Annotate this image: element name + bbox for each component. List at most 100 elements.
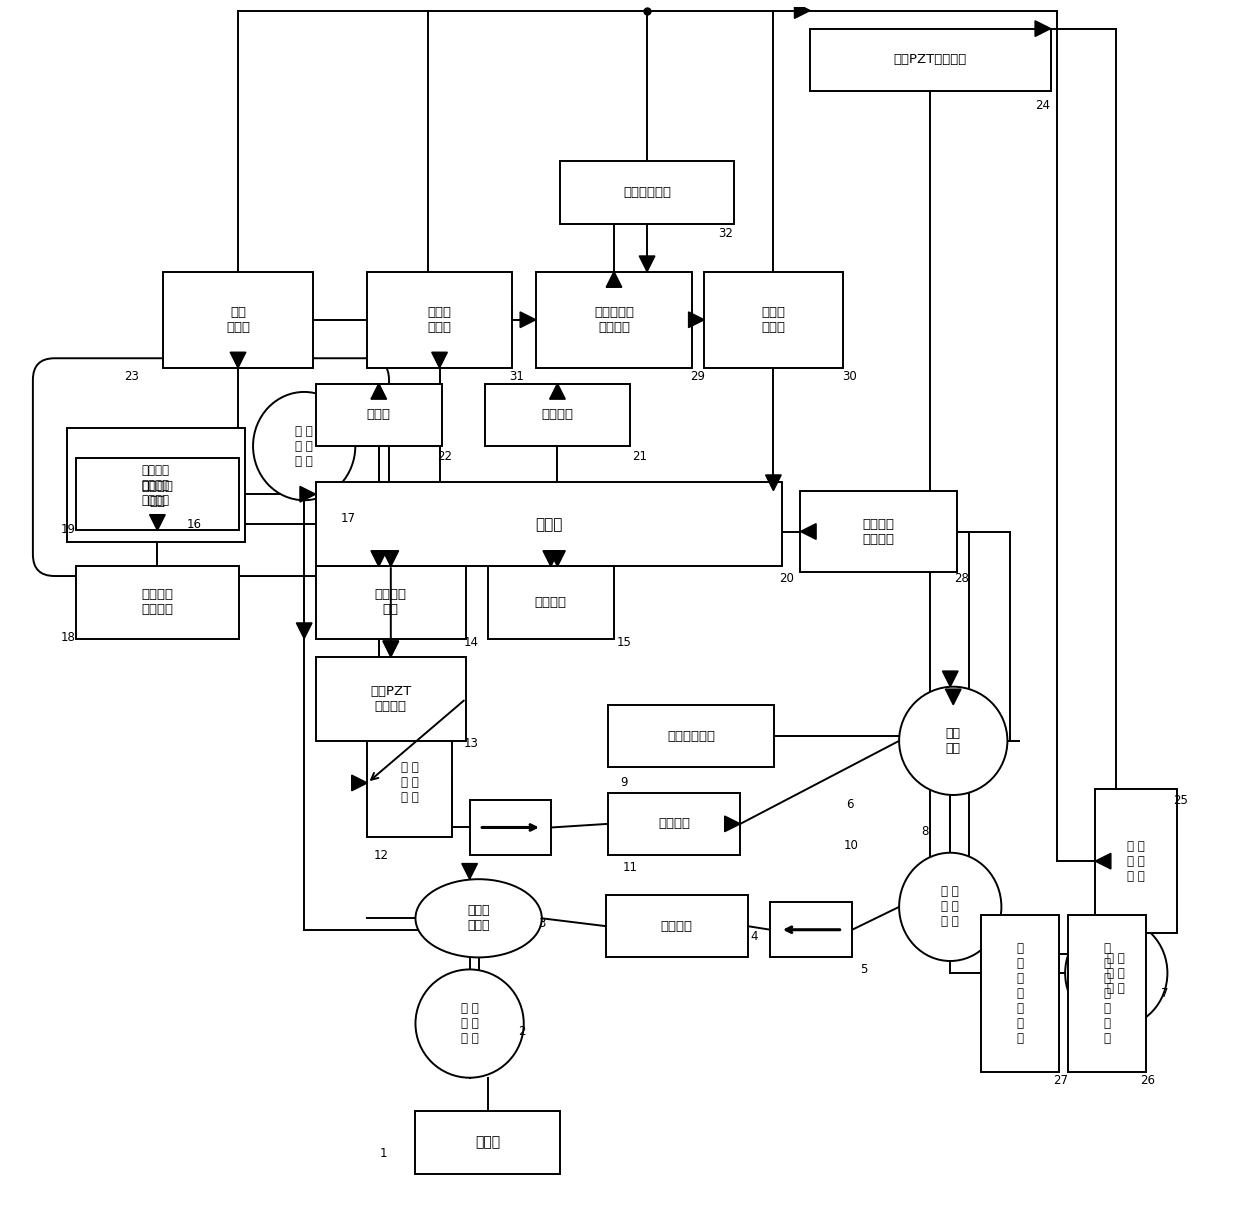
- Text: 光环
行器: 光环 行器: [946, 727, 961, 755]
- Polygon shape: [640, 256, 655, 271]
- Text: 19: 19: [61, 522, 76, 535]
- FancyBboxPatch shape: [485, 383, 630, 447]
- Text: 布拉格光栅组: 布拉格光栅组: [667, 729, 715, 742]
- FancyBboxPatch shape: [704, 271, 842, 368]
- Text: 输入按键: 输入按键: [534, 596, 567, 608]
- Polygon shape: [688, 312, 704, 327]
- Text: 电 第
陶 一
瓷 压: 电 第 陶 一 瓷 压: [401, 762, 418, 804]
- FancyBboxPatch shape: [801, 490, 957, 572]
- Text: 3: 3: [538, 918, 546, 930]
- Text: 显示屏: 显示屏: [367, 408, 391, 421]
- Polygon shape: [606, 271, 621, 287]
- Text: 光波分
复用器: 光波分 复用器: [467, 904, 490, 932]
- Text: 27: 27: [1053, 1073, 1068, 1087]
- Polygon shape: [432, 352, 448, 368]
- Text: 第
二
法
拉
旋
转
镜: 第 二 法 拉 旋 转 镜: [1017, 942, 1023, 1045]
- Text: 16: 16: [187, 517, 202, 531]
- Polygon shape: [549, 383, 565, 399]
- FancyBboxPatch shape: [1095, 789, 1177, 933]
- Polygon shape: [724, 817, 740, 831]
- FancyBboxPatch shape: [536, 271, 692, 368]
- Polygon shape: [520, 312, 536, 327]
- Polygon shape: [801, 523, 816, 539]
- FancyBboxPatch shape: [470, 800, 552, 856]
- Text: 函数变
换电路: 函数变 换电路: [761, 305, 785, 333]
- Text: 12: 12: [373, 848, 388, 862]
- Text: 13: 13: [464, 736, 479, 750]
- FancyBboxPatch shape: [810, 29, 1050, 91]
- Polygon shape: [150, 515, 165, 531]
- Text: 自适应幅度
归一电路: 自适应幅度 归一电路: [594, 305, 634, 333]
- Text: 11: 11: [622, 860, 637, 874]
- FancyBboxPatch shape: [67, 428, 244, 543]
- FancyBboxPatch shape: [76, 458, 238, 531]
- FancyBboxPatch shape: [770, 902, 852, 958]
- Text: 光滤波器: 光滤波器: [658, 818, 691, 830]
- Text: 单片机: 单片机: [536, 517, 563, 532]
- Polygon shape: [352, 775, 367, 791]
- Text: 串口通信: 串口通信: [542, 408, 573, 421]
- Ellipse shape: [899, 853, 1002, 961]
- Text: 32: 32: [719, 226, 734, 240]
- Polygon shape: [371, 551, 387, 566]
- FancyBboxPatch shape: [367, 729, 451, 837]
- Text: 相位比
较电路: 相位比 较电路: [428, 305, 451, 333]
- Text: 耦 第
合 四
器 光: 耦 第 合 四 器 光: [1107, 952, 1125, 994]
- Text: 10: 10: [843, 839, 858, 852]
- FancyBboxPatch shape: [316, 482, 782, 566]
- Text: 耦 第
合 三
器 光: 耦 第 合 三 器 光: [941, 886, 959, 929]
- Text: 模数转换
电路: 模数转换 电路: [141, 481, 174, 509]
- Text: 25: 25: [1173, 795, 1188, 808]
- Text: 耦 第
合 一
器 光: 耦 第 合 一 器 光: [461, 1002, 479, 1045]
- Text: 8: 8: [921, 825, 929, 837]
- Text: 耦 第
合 二
器 光: 耦 第 合 二 器 光: [295, 425, 312, 467]
- Text: 2: 2: [518, 1026, 526, 1038]
- Text: 17: 17: [341, 512, 356, 525]
- Text: 第二PZT驱动电路: 第二PZT驱动电路: [894, 54, 967, 67]
- Text: 数模转换
电路: 数模转换 电路: [374, 589, 407, 617]
- Polygon shape: [383, 641, 398, 657]
- Polygon shape: [942, 671, 959, 686]
- Text: 14: 14: [464, 635, 479, 649]
- Text: 第一光电
转换电路: 第一光电 转换电路: [141, 589, 174, 617]
- Ellipse shape: [1065, 919, 1167, 1027]
- Text: 5: 5: [861, 963, 868, 976]
- Polygon shape: [1095, 853, 1111, 869]
- Ellipse shape: [899, 686, 1007, 795]
- FancyBboxPatch shape: [608, 705, 774, 767]
- FancyBboxPatch shape: [162, 271, 314, 368]
- Text: 电 第
陶 二
瓷 压: 电 第 陶 二 瓷 压: [1127, 840, 1145, 882]
- FancyBboxPatch shape: [316, 383, 441, 447]
- Text: 第一PZT
驱动电路: 第一PZT 驱动电路: [371, 685, 412, 713]
- Text: 第二光电
转换电路: 第二光电 转换电路: [863, 517, 895, 545]
- FancyBboxPatch shape: [1068, 915, 1146, 1072]
- Text: 22: 22: [438, 450, 453, 464]
- Text: 20: 20: [779, 572, 794, 585]
- Text: 9: 9: [620, 776, 627, 790]
- Ellipse shape: [415, 879, 542, 958]
- Polygon shape: [543, 551, 559, 566]
- Text: 15: 15: [616, 635, 631, 649]
- FancyBboxPatch shape: [487, 566, 614, 639]
- Polygon shape: [945, 689, 961, 705]
- Text: 6: 6: [846, 798, 853, 811]
- Polygon shape: [296, 623, 312, 639]
- FancyBboxPatch shape: [981, 915, 1059, 1072]
- Polygon shape: [765, 475, 781, 490]
- Text: 24: 24: [1035, 99, 1050, 112]
- Polygon shape: [231, 352, 246, 368]
- FancyBboxPatch shape: [367, 271, 512, 368]
- Polygon shape: [300, 487, 316, 503]
- FancyBboxPatch shape: [76, 566, 238, 639]
- Text: 26: 26: [1140, 1073, 1154, 1087]
- FancyBboxPatch shape: [605, 894, 748, 958]
- Ellipse shape: [415, 970, 523, 1078]
- Polygon shape: [461, 864, 477, 879]
- FancyBboxPatch shape: [415, 1111, 559, 1174]
- FancyBboxPatch shape: [608, 792, 740, 856]
- Ellipse shape: [253, 392, 356, 500]
- FancyBboxPatch shape: [316, 657, 466, 741]
- Text: 第
一
法
拉
旋
转
镜: 第 一 法 拉 旋 转 镜: [1104, 942, 1110, 1045]
- Polygon shape: [795, 2, 810, 18]
- Text: 29: 29: [689, 370, 704, 383]
